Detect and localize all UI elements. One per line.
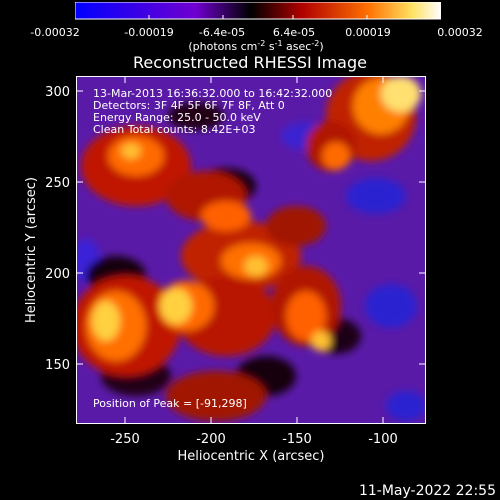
- y-tick-label: 150: [45, 358, 70, 373]
- x-axis-label: Heliocentric X (arcsec): [178, 449, 325, 464]
- x-tick-label: -150: [282, 432, 312, 447]
- x-tick-marks: [124, 76, 384, 424]
- plot-area: 13-Mar-2013 16:36:32.000 to 16:42:32.000…: [76, 76, 426, 424]
- peak-position-label: Position of Peak = [-91,298]: [93, 397, 247, 410]
- plot-frame: [76, 76, 426, 424]
- colorbar-units-label: (photons cm-2 s-1 asec-2): [188, 39, 323, 53]
- colorbar-tick-label: 0.00032: [437, 26, 483, 39]
- info-line: Clean Total counts: 8.42E+03: [93, 123, 256, 136]
- colorbar-tick-label: -6.4e-05: [199, 26, 245, 39]
- plot-title: Reconstructed RHESSI Image: [133, 53, 367, 72]
- y-axis-label: Heliocentric Y (arcsec): [24, 177, 39, 323]
- colorbar-gradient: [75, 2, 441, 20]
- info-line: Energy Range: 25.0 - 50.0 keV: [93, 111, 261, 124]
- emission-blobs: [76, 76, 426, 421]
- info-line: 13-Mar-2013 16:36:32.000 to 16:42:32.000: [93, 87, 332, 100]
- y-tick-label: 300: [45, 85, 70, 100]
- colorbar-tick-label: 0.00019: [345, 26, 391, 39]
- x-tick-label: -100: [368, 432, 398, 447]
- x-tick-label: -200: [196, 432, 226, 447]
- colorbar: [75, 2, 441, 22]
- title-container: Reconstructed RHESSI Image: [133, 53, 367, 72]
- info-line: Detectors: 3F 4F 5F 6F 7F 8F, Att 0: [93, 99, 285, 112]
- y-tick-label: 200: [45, 267, 70, 282]
- y-tick-label: 250: [45, 176, 70, 191]
- timestamp: 11-May-2022 22:55: [359, 483, 496, 499]
- rhessi-image: 13-Mar-2013 16:36:32.000 to 16:42:32.000…: [76, 76, 426, 424]
- colorbar-ticks: -0.00032 -0.00019 -6.4e-05 6.4e-05 0.000…: [30, 26, 483, 53]
- colorbar-tick-label: -0.00019: [124, 26, 173, 39]
- colorbar-tick-label: -0.00032: [30, 26, 79, 39]
- colorbar-tick-label: 6.4e-05: [273, 26, 315, 39]
- x-tick-label: -250: [110, 432, 140, 447]
- y-tick-marks: [76, 90, 426, 365]
